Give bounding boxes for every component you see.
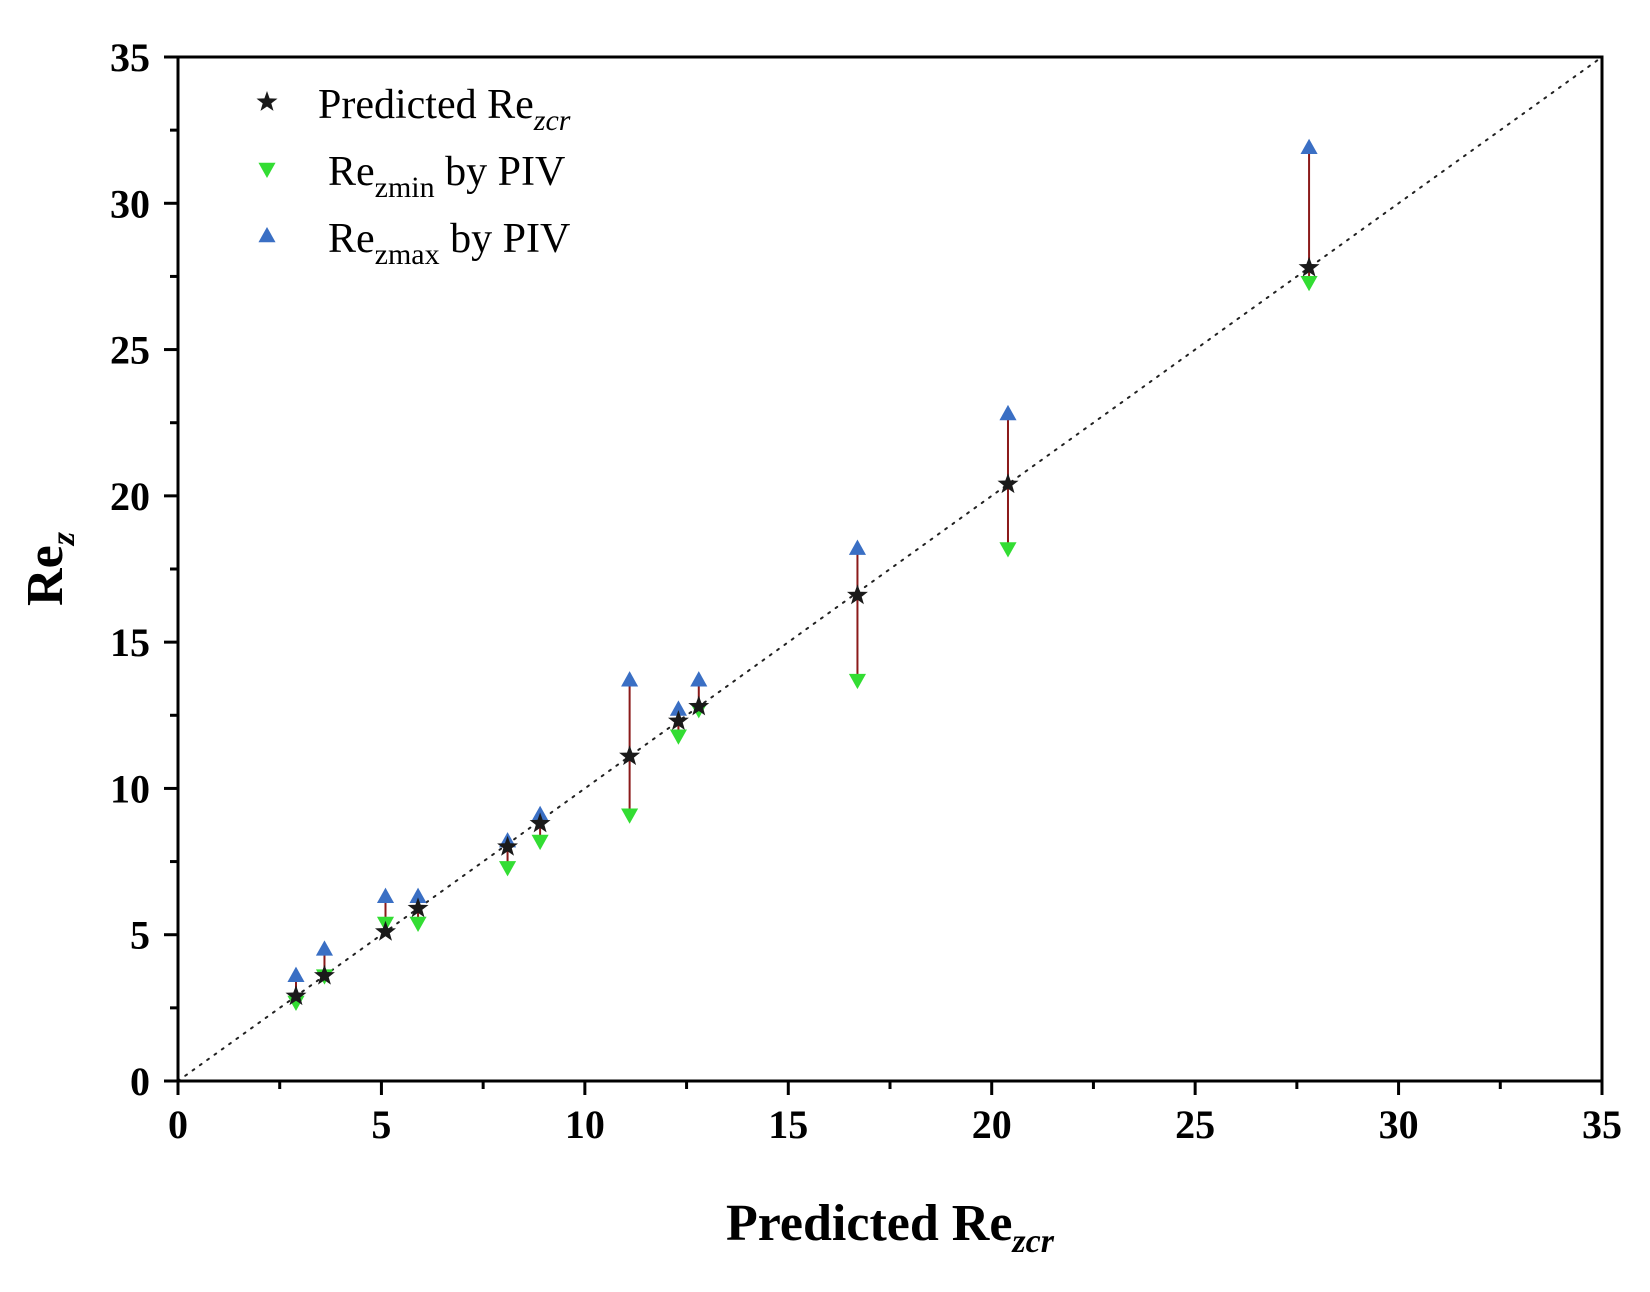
y-tick-label-10: 10 [110,766,150,811]
legend-label-sub: zcr [533,104,571,137]
legend-label-sub: zmin [375,171,435,204]
x-tick-label-20: 20 [972,1102,1012,1147]
marker-zmax-8 [690,671,708,687]
y-tick-label-35: 35 [110,35,150,80]
x-axis-title-main: Predicted Re [726,1195,1012,1252]
x-tick-label-35: 35 [1582,1102,1622,1147]
legend-label-1: Rezmin by PIV [328,149,565,204]
marker-zmax-6 [621,671,639,687]
legend-label-2: Rezmax by PIV [328,216,570,271]
marker-zmax-1 [315,940,334,956]
y-tick-label-5: 5 [130,913,150,958]
y-tick-label-25: 25 [110,328,150,373]
y-axis-title-sub: z [45,531,82,546]
legend-label-suffix: by PIV [435,149,566,195]
marker-predicted-11 [1298,256,1320,277]
marker-zmax-2 [376,887,395,903]
marker-zmin-7 [669,729,687,745]
marker-predicted-7 [668,710,689,730]
marker-zmax-9 [848,539,867,555]
x-axis-title-sub: zcr [1011,1223,1054,1260]
y-tick-label-0: 0 [130,1059,150,1104]
marker-zmin-5 [531,834,549,851]
marker-zmin-4 [499,861,517,877]
x-tick-label-30: 30 [1379,1102,1419,1147]
x-tick-label-10: 10 [565,1102,605,1147]
x-axis-title: Predicted Rezcr [726,1195,1055,1260]
marker-zmax-0 [287,966,305,982]
legend-marker-1 [258,162,276,178]
axes-layer: 0 5 10 15 20 25 30 35 0 5 10 15 20 25 30 35 [110,35,1622,1147]
marker-zmax-7 [669,700,687,716]
legend-label-sub: zmax [375,238,440,271]
marker-zmax-10 [999,404,1017,421]
y-tick-label-30: 30 [110,181,150,226]
x-tick-label-5: 5 [371,1102,391,1147]
marker-zmin-3 [409,916,427,933]
range-bar-layer [294,147,1311,1003]
y-axis-title: Rez [17,531,82,606]
legend-marker-2 [258,227,276,243]
x-tick-label-15: 15 [768,1102,808,1147]
marker-zmin-11 [1300,275,1318,292]
legend-label-0: Predicted Rezcr [318,82,571,137]
legend-label-main: Re [328,216,375,262]
legend-label-main: Predicted Re [318,82,534,128]
legend-marker-0 [256,91,278,111]
y-tick-label-15: 15 [110,620,150,665]
marker-predicted-3 [407,897,429,918]
marker-predicted-8 [688,695,710,716]
y-tick-label-20: 20 [110,474,150,519]
marker-zmax-3 [409,887,427,903]
marker-predicted-0 [285,985,307,1006]
x-tick-label-0: 0 [168,1102,188,1147]
marker-predicted-6 [619,745,641,766]
reference-line-y-equals-x [177,56,1603,1082]
marker-predicted-1 [314,964,335,985]
marker-predicted-2 [375,920,396,941]
x-tick-label-25: 25 [1175,1102,1215,1147]
reference-line-layer [177,56,1603,1082]
legend-label-suffix: by PIV [440,216,571,262]
marker-zmin-9 [848,673,867,690]
marker-predicted-9 [847,584,868,605]
marker-zmin-10 [999,542,1017,558]
y-axis-title-main: Re [17,545,74,606]
marker-predicted-4 [497,835,518,856]
marker-layer [285,138,1320,1012]
marker-zmax-11 [1300,138,1318,154]
legend-label-main: Re [328,149,375,195]
marker-zmin-6 [621,808,639,824]
marker-predicted-5 [529,812,551,833]
marker-predicted-10 [997,473,1019,494]
